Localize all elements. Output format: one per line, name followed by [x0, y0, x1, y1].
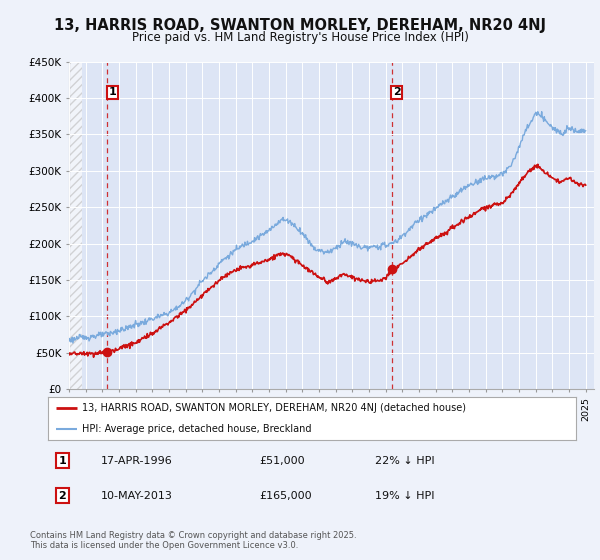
Text: Contains HM Land Registry data © Crown copyright and database right 2025.
This d: Contains HM Land Registry data © Crown c…: [30, 531, 356, 550]
Text: 1: 1: [59, 456, 67, 465]
Text: 19% ↓ HPI: 19% ↓ HPI: [376, 491, 435, 501]
Text: HPI: Average price, detached house, Breckland: HPI: Average price, detached house, Brec…: [82, 424, 312, 434]
Text: 13, HARRIS ROAD, SWANTON MORLEY, DEREHAM, NR20 4NJ (detached house): 13, HARRIS ROAD, SWANTON MORLEY, DEREHAM…: [82, 403, 466, 413]
Text: 1: 1: [108, 87, 116, 97]
Text: 13, HARRIS ROAD, SWANTON MORLEY, DEREHAM, NR20 4NJ: 13, HARRIS ROAD, SWANTON MORLEY, DEREHAM…: [54, 18, 546, 33]
Text: £165,000: £165,000: [259, 491, 312, 501]
Text: 2: 2: [393, 87, 401, 97]
Text: 10-MAY-2013: 10-MAY-2013: [101, 491, 173, 501]
Text: 17-APR-1996: 17-APR-1996: [101, 456, 173, 465]
Text: 2: 2: [59, 491, 67, 501]
Text: Price paid vs. HM Land Registry's House Price Index (HPI): Price paid vs. HM Land Registry's House …: [131, 31, 469, 44]
Text: £51,000: £51,000: [259, 456, 305, 465]
Text: 22% ↓ HPI: 22% ↓ HPI: [376, 456, 435, 465]
